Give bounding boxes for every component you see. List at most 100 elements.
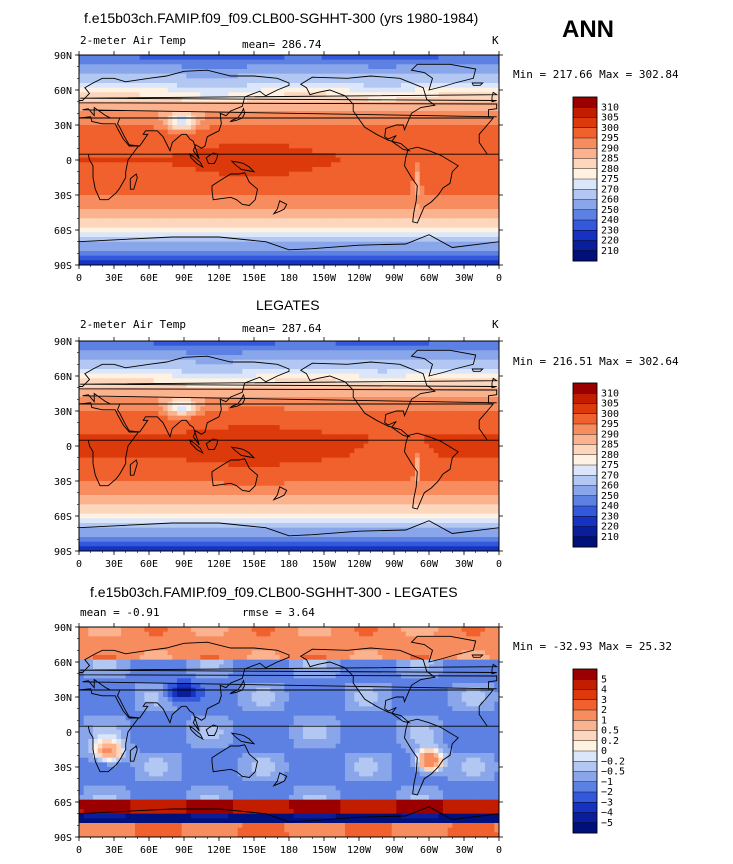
- field-cell: [107, 355, 113, 361]
- field-cell: [144, 204, 150, 210]
- field-cell: [139, 223, 145, 229]
- field-cell: [293, 218, 299, 224]
- colorbar-swatch: [572, 189, 598, 201]
- field-cell: [275, 59, 281, 65]
- field-cell: [293, 78, 299, 84]
- field-cell: [158, 134, 164, 140]
- field-cell: [480, 181, 486, 187]
- field-cell: [191, 87, 197, 93]
- x-tick-label: 90E: [175, 273, 193, 284]
- field-cell: [424, 359, 430, 365]
- field-cell: [97, 162, 103, 168]
- field-cell: [438, 204, 444, 210]
- field-cell: [368, 190, 374, 196]
- field-cell: [237, 355, 243, 361]
- field-cell: [480, 237, 486, 243]
- field-cell: [401, 251, 407, 257]
- field-cell: [107, 181, 113, 187]
- field-cell: [419, 218, 425, 224]
- field-cell: [139, 69, 145, 75]
- field-cell: [107, 78, 113, 84]
- field-cell: [396, 153, 402, 159]
- field-cell: [303, 106, 309, 112]
- field-cell: [261, 153, 267, 159]
- field-cell: [247, 195, 253, 201]
- field-cell: [471, 373, 477, 379]
- field-cell: [149, 350, 155, 356]
- field-cell: [223, 223, 229, 229]
- field-cell: [167, 241, 173, 247]
- field-cell: [83, 153, 89, 159]
- field-cell: [79, 101, 85, 107]
- season-label: ANN: [562, 16, 614, 43]
- field-cell: [261, 350, 267, 356]
- field-cell: [452, 199, 458, 205]
- field-cell: [251, 111, 257, 117]
- field-cell: [443, 246, 449, 252]
- field-cell: [205, 64, 211, 70]
- field-cell: [139, 373, 145, 379]
- field-cell: [466, 64, 472, 70]
- field-cell: [181, 185, 187, 191]
- field-cell: [466, 167, 472, 173]
- field-cell: [289, 373, 295, 379]
- field-cell: [461, 69, 467, 75]
- field-cell: [424, 237, 430, 243]
- field-cell: [111, 378, 117, 384]
- field-cell: [186, 143, 192, 149]
- field-cell: [242, 171, 248, 177]
- field-cell: [335, 227, 341, 233]
- field-cell: [415, 218, 421, 224]
- field-cell: [480, 134, 486, 140]
- field-cell: [135, 73, 141, 79]
- field-cell: [354, 223, 360, 229]
- field-cell: [485, 185, 491, 191]
- field-cell: [88, 176, 94, 182]
- field-cell: [130, 185, 136, 191]
- field-cell: [139, 55, 145, 61]
- field-cell: [387, 143, 393, 149]
- field-cell: [107, 255, 113, 261]
- field-cell: [195, 209, 201, 215]
- field-cell: [153, 143, 159, 149]
- field-cell: [163, 199, 169, 205]
- field-cell: [191, 237, 197, 243]
- field-cell: [167, 111, 173, 117]
- field-cell: [312, 167, 318, 173]
- field-cell: [116, 369, 122, 375]
- field-cell: [237, 101, 243, 107]
- field-cell: [485, 350, 491, 356]
- field-cell: [419, 181, 425, 187]
- field-cell: [191, 369, 197, 375]
- field-cell: [186, 260, 192, 266]
- field-cell: [219, 181, 225, 187]
- field-cell: [116, 176, 122, 182]
- field-cell: [349, 101, 355, 107]
- field-cell: [373, 373, 379, 379]
- field-cell: [116, 139, 122, 145]
- field-cell: [335, 101, 341, 107]
- field-cell: [419, 120, 425, 126]
- field-cell: [261, 171, 267, 177]
- field-cell: [387, 171, 393, 177]
- field-cell: [433, 350, 439, 356]
- field-cell: [125, 87, 131, 93]
- field-cell: [130, 227, 136, 233]
- field-cell: [396, 73, 402, 79]
- field-cell: [349, 55, 355, 61]
- field-cell: [471, 195, 477, 201]
- field-cell: [494, 139, 500, 145]
- field-cell: [349, 364, 355, 370]
- field-cell: [340, 373, 346, 379]
- field-cell: [335, 153, 341, 159]
- field-cell: [443, 204, 449, 210]
- field-cell: [335, 134, 341, 140]
- field-cell: [335, 232, 341, 238]
- field-cell: [107, 237, 113, 243]
- field-cell: [433, 59, 439, 65]
- field-cell: [485, 209, 491, 215]
- field-cell: [228, 120, 234, 126]
- field-cell: [387, 64, 393, 70]
- field-cell: [88, 369, 94, 375]
- field-cell: [303, 148, 309, 154]
